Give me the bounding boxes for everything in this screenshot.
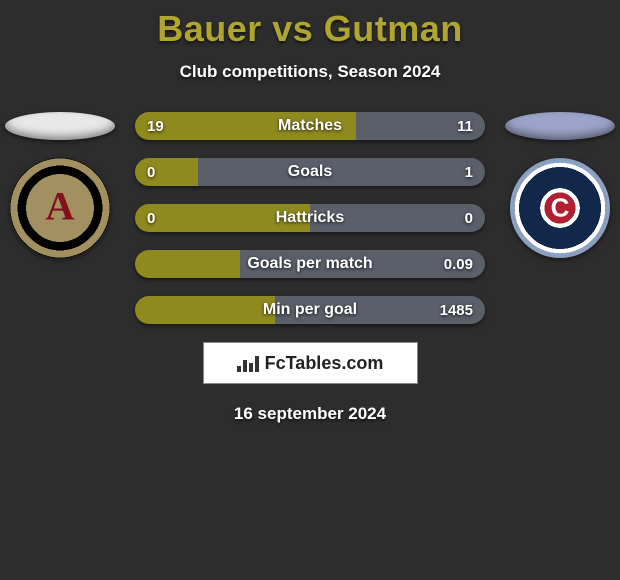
right-player-column [500,112,620,258]
stat-value-right: 11 [457,118,473,135]
brand-text: FcTables.com [265,353,384,374]
stat-row: Goals per match 0.09 [135,250,485,278]
stat-fill-left [135,296,275,324]
stat-label: Goals [288,163,332,181]
stat-fill-right [198,158,485,186]
stat-label: Hattricks [276,209,344,227]
stat-row: 19 Matches 11 [135,112,485,140]
subtitle: Club competitions, Season 2024 [0,62,620,82]
right-club-logo [510,158,610,258]
generated-date: 16 september 2024 [0,404,620,424]
stat-value-right: 1 [465,164,473,181]
stat-row: Min per goal 1485 [135,296,485,324]
stat-label: Matches [278,117,342,135]
stat-value-right: 0 [465,210,473,227]
left-club-logo [10,158,110,258]
stat-value-left: 19 [147,118,164,135]
stat-fill-left [135,250,240,278]
left-player-column [0,112,120,258]
stat-row: 0 Hattricks 0 [135,204,485,232]
stats-bars: 19 Matches 11 0 Goals 1 0 Hattricks 0 Goals per m… [135,112,485,324]
stat-row: 0 Goals 1 [135,158,485,186]
stat-fill-left [135,158,198,186]
page-title: Bauer vs Gutman [0,0,620,50]
left-player-ellipse [5,112,115,140]
stat-label: Min per goal [263,301,357,319]
stat-label: Goals per match [247,255,372,273]
stat-value-left: 0 [147,164,155,181]
right-player-ellipse [505,112,615,140]
stat-value-right: 1485 [440,302,473,319]
comparison-panel: 19 Matches 11 0 Goals 1 0 Hattricks 0 Goals per m… [0,112,620,424]
stat-value-right: 0.09 [444,256,473,273]
chart-icon [237,354,259,372]
stat-value-left: 0 [147,210,155,227]
brand-box[interactable]: FcTables.com [203,342,418,384]
